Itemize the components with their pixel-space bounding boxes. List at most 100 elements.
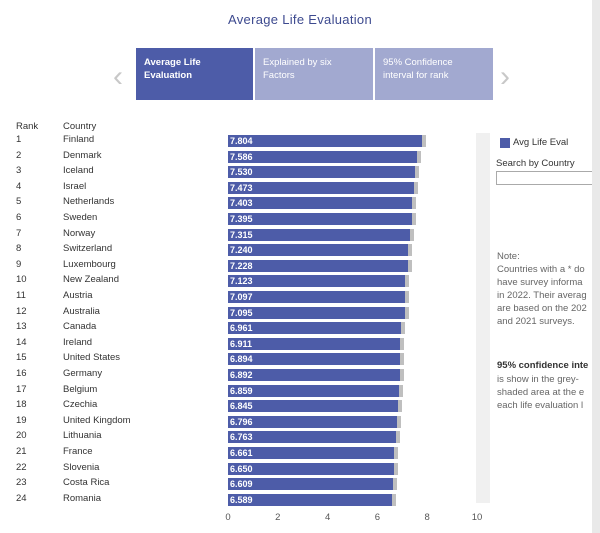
- country-label[interactable]: New Zealand: [63, 274, 119, 286]
- rank-label: 4: [16, 180, 22, 192]
- bar[interactable]: [228, 291, 405, 303]
- bar[interactable]: [228, 228, 411, 241]
- bar[interactable]: [228, 150, 417, 163]
- bar[interactable]: [228, 493, 393, 506]
- confidence-interval-mark: [399, 322, 406, 335]
- bar[interactable]: [228, 353, 400, 366]
- country-label[interactable]: Luxembourg: [63, 258, 116, 270]
- bar[interactable]: [228, 415, 398, 428]
- rank-label: 15: [16, 352, 27, 364]
- confidence-interval-mark: [397, 369, 404, 381]
- country-label[interactable]: Costa Rica: [63, 477, 110, 489]
- country-label[interactable]: United Kingdom: [63, 414, 131, 426]
- country-label[interactable]: Australia: [63, 305, 100, 317]
- confidence-interval-mark: [396, 384, 403, 397]
- country-label[interactable]: Norway: [63, 227, 96, 239]
- bar[interactable]: [228, 337, 401, 350]
- confidence-interval-mark: [403, 275, 410, 288]
- country-label[interactable]: Belgium: [63, 383, 98, 395]
- bar-value-label: 6.650: [230, 463, 253, 474]
- country-label[interactable]: Austria: [63, 290, 93, 301]
- country-label[interactable]: Slovenia: [63, 461, 100, 473]
- country-label[interactable]: Israel: [63, 180, 87, 192]
- country-label[interactable]: Switzerland: [63, 243, 113, 255]
- bar-value-label: 7.395: [230, 214, 253, 224]
- bar[interactable]: [228, 369, 400, 381]
- bar-value-label: 7.403: [230, 198, 253, 209]
- legend-label: Avg Life Eval: [513, 137, 569, 148]
- legend-swatch: [500, 138, 510, 148]
- x-tick-label: 8: [424, 512, 430, 523]
- country-label[interactable]: Romania: [63, 492, 102, 504]
- tab-explained-by-six-factors[interactable]: Explained by six Factors: [255, 48, 373, 100]
- rank-label: 18: [16, 399, 27, 411]
- page-scrollbar[interactable]: [592, 0, 600, 533]
- bar[interactable]: [228, 478, 393, 491]
- country-label[interactable]: Czechia: [63, 399, 98, 411]
- bar[interactable]: [228, 244, 409, 257]
- tab-label-line1: Explained by six: [263, 57, 332, 68]
- rank-label: 12: [16, 305, 27, 317]
- country-label[interactable]: Canada: [63, 321, 97, 333]
- bar-value-label: 6.763: [230, 432, 253, 443]
- chart-scrollbar[interactable]: [476, 133, 490, 503]
- bar[interactable]: [228, 166, 416, 179]
- search-country-input[interactable]: [496, 171, 600, 185]
- rank-label: 5: [16, 196, 22, 208]
- bar[interactable]: [228, 181, 415, 194]
- country-label[interactable]: Sweden: [63, 212, 98, 223]
- country-label[interactable]: Denmark: [63, 149, 102, 161]
- country-label[interactable]: Ireland: [63, 336, 93, 348]
- bar[interactable]: [228, 275, 406, 288]
- confidence-interval-mark: [406, 244, 413, 257]
- bar[interactable]: [228, 135, 423, 147]
- bar-value-label: 6.892: [230, 370, 253, 380]
- bar[interactable]: [228, 400, 399, 413]
- bar[interactable]: [228, 213, 413, 225]
- rank-label: 1: [16, 134, 22, 145]
- tab-average-life-evaluation[interactable]: Average Life Evaluation: [136, 48, 253, 100]
- country-label[interactable]: Germany: [63, 368, 103, 379]
- country-label[interactable]: Lithuania: [63, 430, 102, 442]
- ci-note-line: 95% confidence inte: [497, 360, 589, 371]
- confidence-interval-mark: [396, 400, 403, 413]
- x-tick-label: 0: [225, 512, 231, 523]
- country-label[interactable]: Netherlands: [63, 196, 115, 208]
- tab-95-confidence-interval[interactable]: 95% Confidence interval for rank: [375, 48, 493, 100]
- country-label[interactable]: Finland: [63, 134, 95, 145]
- rank-label: 7: [16, 227, 22, 239]
- bar-value-label: 7.586: [230, 151, 253, 162]
- bar[interactable]: [228, 306, 405, 319]
- bar[interactable]: [228, 384, 399, 397]
- rank-label: 16: [16, 368, 27, 379]
- country-label[interactable]: France: [63, 446, 93, 457]
- bar[interactable]: [228, 322, 402, 335]
- next-tab-arrow-icon[interactable]: ›: [500, 60, 510, 93]
- country-label[interactable]: Iceland: [63, 165, 94, 177]
- rank-label: 24: [16, 492, 27, 504]
- country-label[interactable]: United States: [63, 352, 121, 364]
- bar[interactable]: [228, 431, 397, 444]
- confidence-interval-mark: [391, 447, 398, 459]
- previous-tab-arrow-icon[interactable]: ‹: [113, 60, 123, 93]
- bar[interactable]: [228, 197, 413, 210]
- bar[interactable]: [228, 462, 394, 475]
- tab-label-line2: Factors: [263, 70, 295, 81]
- confidence-interval-mark: [391, 462, 398, 475]
- confidence-interval-mark: [402, 291, 409, 303]
- x-tick-label: 2: [275, 512, 281, 523]
- rank-label: 20: [16, 430, 27, 442]
- note-line: have survey informa: [497, 277, 583, 288]
- bar-value-label: 7.095: [230, 307, 253, 318]
- bar-value-label: 7.097: [230, 292, 253, 302]
- confidence-interval-mark: [394, 431, 401, 444]
- bar[interactable]: [228, 447, 394, 459]
- x-tick-label: 4: [324, 512, 331, 523]
- bar[interactable]: [228, 259, 408, 272]
- bar-value-label: 7.473: [230, 182, 253, 193]
- rank-label: 10: [16, 274, 27, 286]
- confidence-interval-mark: [397, 353, 404, 366]
- rank-label: 13: [16, 321, 27, 333]
- confidence-interval-mark: [402, 306, 409, 319]
- tab-label-line2: Evaluation: [144, 70, 193, 81]
